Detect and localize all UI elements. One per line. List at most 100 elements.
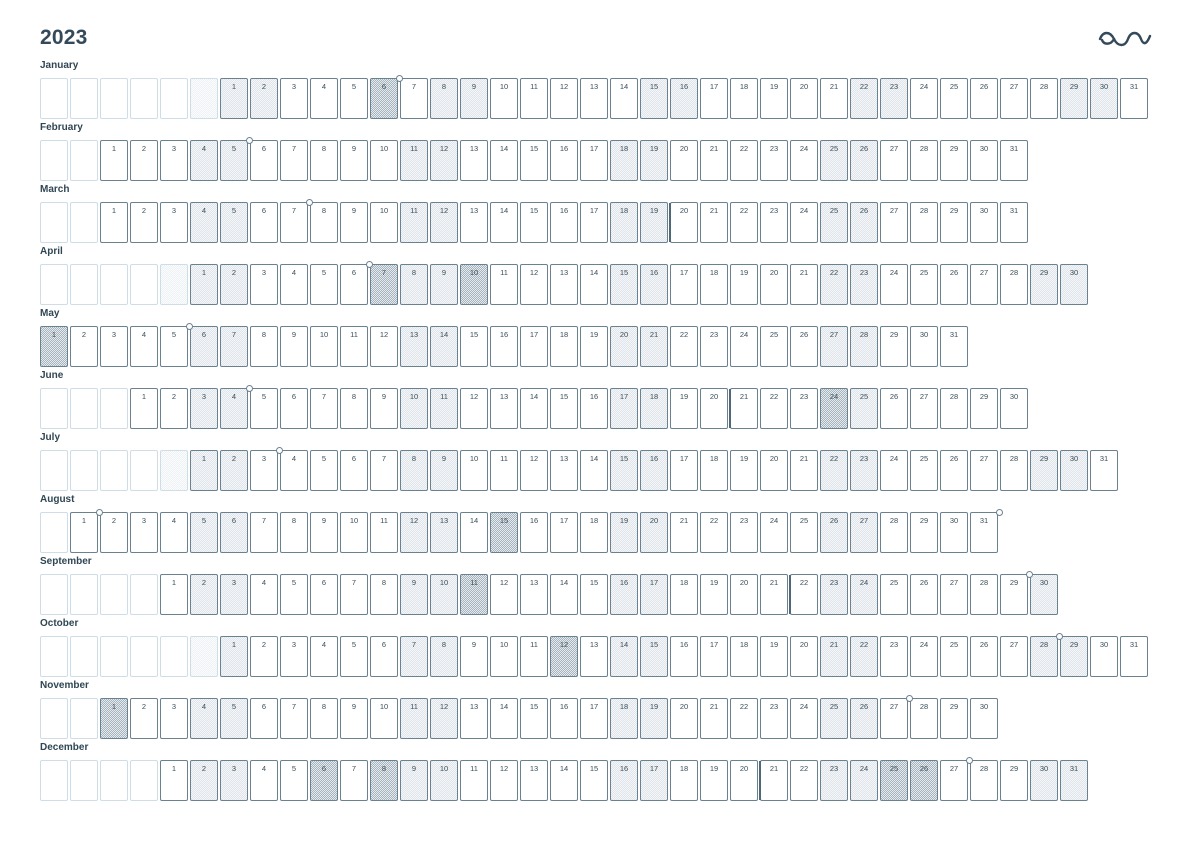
day-cell[interactable]: 21 (700, 698, 728, 739)
day-cell[interactable]: 23 (760, 202, 788, 243)
day-cell[interactable]: 29 (940, 202, 968, 243)
day-cell[interactable]: 10 (490, 636, 518, 677)
day-cell[interactable]: 18 (730, 78, 758, 119)
day-cell[interactable]: 17 (700, 78, 728, 119)
day-cell[interactable]: 25 (760, 326, 788, 367)
day-cell[interactable]: 10 (490, 78, 518, 119)
day-cell[interactable]: 8 (370, 760, 398, 801)
day-cell[interactable]: 26 (940, 264, 968, 305)
day-cell[interactable]: 30 (1060, 450, 1088, 491)
day-cell[interactable]: 17 (550, 512, 578, 553)
day-cell[interactable]: 14 (490, 140, 518, 181)
day-cell[interactable]: 20 (670, 140, 698, 181)
day-cell[interactable]: 16 (550, 698, 578, 739)
day-cell[interactable]: 9 (370, 388, 398, 429)
day-cell[interactable]: 4 (280, 450, 308, 491)
day-cell[interactable]: 18 (700, 450, 728, 491)
day-cell[interactable]: 7 (250, 512, 278, 553)
day-cell[interactable]: 17 (580, 140, 608, 181)
day-cell[interactable]: 27 (880, 140, 908, 181)
day-cell[interactable]: 6 (340, 450, 368, 491)
day-cell[interactable]: 28 (880, 512, 908, 553)
day-cell[interactable]: 7 (220, 326, 248, 367)
day-cell[interactable]: 8 (430, 78, 458, 119)
day-cell[interactable]: 28 (1000, 264, 1028, 305)
day-cell[interactable]: 18 (700, 264, 728, 305)
day-cell[interactable]: 8 (310, 140, 338, 181)
day-cell[interactable]: 4 (160, 512, 188, 553)
day-cell[interactable]: 21 (670, 512, 698, 553)
day-cell[interactable]: 29 (910, 512, 938, 553)
day-cell[interactable]: 8 (400, 450, 428, 491)
day-cell[interactable]: 24 (850, 760, 878, 801)
day-cell[interactable]: 27 (820, 326, 848, 367)
day-cell[interactable]: 6 (280, 388, 308, 429)
day-cell[interactable]: 14 (610, 636, 638, 677)
day-cell[interactable]: 28 (910, 140, 938, 181)
day-cell[interactable]: 28 (1030, 636, 1058, 677)
day-cell[interactable]: 14 (490, 202, 518, 243)
day-cell[interactable]: 4 (310, 636, 338, 677)
day-cell[interactable]: 16 (640, 450, 668, 491)
day-cell[interactable]: 13 (400, 326, 428, 367)
day-cell[interactable]: 9 (430, 264, 458, 305)
day-cell[interactable]: 21 (730, 388, 758, 429)
day-cell[interactable]: 9 (280, 326, 308, 367)
day-cell[interactable]: 3 (160, 202, 188, 243)
day-cell[interactable]: 16 (550, 202, 578, 243)
day-cell[interactable]: 19 (640, 140, 668, 181)
day-cell[interactable]: 19 (610, 512, 638, 553)
day-cell[interactable]: 24 (910, 78, 938, 119)
day-cell[interactable]: 30 (970, 140, 998, 181)
day-cell[interactable]: 24 (850, 574, 878, 615)
day-cell[interactable]: 1 (100, 202, 128, 243)
day-cell[interactable]: 29 (1060, 78, 1088, 119)
day-cell[interactable]: 31 (940, 326, 968, 367)
day-cell[interactable]: 24 (880, 264, 908, 305)
day-cell[interactable]: 13 (580, 78, 608, 119)
day-cell[interactable]: 31 (1000, 140, 1028, 181)
day-cell[interactable]: 14 (610, 78, 638, 119)
day-cell[interactable]: 3 (160, 140, 188, 181)
day-cell[interactable]: 26 (910, 760, 938, 801)
day-cell[interactable]: 7 (400, 636, 428, 677)
day-cell[interactable]: 9 (340, 140, 368, 181)
day-cell[interactable]: 29 (1000, 760, 1028, 801)
day-cell[interactable]: 7 (340, 574, 368, 615)
day-cell[interactable]: 6 (250, 698, 278, 739)
day-cell[interactable]: 10 (400, 388, 428, 429)
day-cell[interactable]: 24 (790, 140, 818, 181)
day-cell[interactable]: 20 (730, 760, 758, 801)
day-cell[interactable]: 13 (520, 760, 548, 801)
day-cell[interactable]: 16 (640, 264, 668, 305)
day-cell[interactable]: 19 (670, 388, 698, 429)
day-cell[interactable]: 7 (340, 760, 368, 801)
day-cell[interactable]: 15 (610, 264, 638, 305)
day-cell[interactable]: 28 (910, 202, 938, 243)
day-cell[interactable]: 4 (190, 202, 218, 243)
day-cell[interactable]: 27 (1000, 636, 1028, 677)
day-cell[interactable]: 15 (490, 512, 518, 553)
day-cell[interactable]: 5 (220, 698, 248, 739)
day-cell[interactable]: 26 (970, 78, 998, 119)
day-cell[interactable]: 6 (250, 140, 278, 181)
day-cell[interactable]: 13 (550, 450, 578, 491)
day-cell[interactable]: 5 (310, 450, 338, 491)
day-cell[interactable]: 28 (1000, 450, 1028, 491)
day-cell[interactable]: 11 (490, 264, 518, 305)
day-cell[interactable]: 16 (610, 574, 638, 615)
day-cell[interactable]: 25 (850, 388, 878, 429)
day-cell[interactable]: 29 (1000, 574, 1028, 615)
day-cell[interactable]: 3 (250, 450, 278, 491)
day-cell[interactable]: 1 (160, 760, 188, 801)
day-cell[interactable]: 25 (820, 698, 848, 739)
day-cell[interactable]: 25 (820, 140, 848, 181)
day-cell[interactable]: 31 (1060, 760, 1088, 801)
day-cell[interactable]: 19 (580, 326, 608, 367)
day-cell[interactable]: 18 (640, 388, 668, 429)
day-cell[interactable]: 5 (190, 512, 218, 553)
day-cell[interactable]: 31 (1000, 202, 1028, 243)
day-cell[interactable]: 28 (850, 326, 878, 367)
day-cell[interactable]: 25 (880, 760, 908, 801)
day-cell[interactable]: 25 (910, 264, 938, 305)
